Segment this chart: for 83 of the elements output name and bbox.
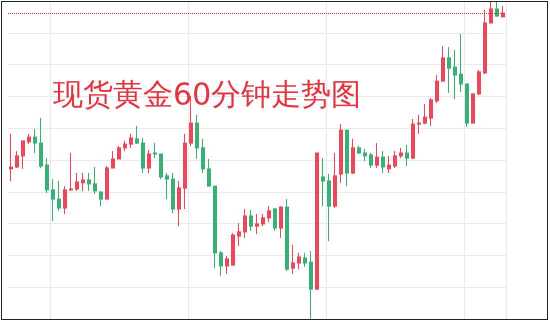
candlestick (249, 209, 253, 232)
candlestick (441, 46, 445, 82)
candlestick (315, 152, 319, 291)
candlestick (477, 70, 481, 96)
candlestick (171, 172, 175, 214)
candlestick (243, 208, 247, 238)
candlestick (483, 9, 487, 75)
candlestick (165, 172, 169, 200)
candlestick (21, 140, 25, 170)
candlestick (15, 150, 19, 168)
candlestick (339, 124, 343, 184)
candlestick (423, 104, 427, 125)
candlestick (45, 158, 49, 194)
candlestick (411, 118, 415, 160)
candlestick (459, 34, 463, 92)
candlestick (81, 172, 85, 192)
candlestick (429, 97, 433, 126)
candlestick (159, 153, 163, 180)
candlestick (465, 84, 469, 128)
candlestick (369, 152, 373, 168)
candlestick (309, 250, 313, 320)
candlestick (489, 0, 493, 24)
candlestick (213, 186, 217, 269)
candlestick (453, 49, 457, 100)
candlestick (57, 180, 61, 212)
candlestick (153, 142, 157, 159)
candlestick (219, 250, 223, 277)
candlestick (387, 155, 391, 174)
candlestick (375, 142, 379, 168)
candlestick (177, 180, 181, 227)
candlestick (333, 152, 337, 209)
candlestick (225, 256, 229, 274)
candlestick (267, 206, 271, 223)
candlestick (303, 252, 307, 268)
candlestick (291, 244, 295, 274)
candlestick (381, 150, 385, 174)
candlestick (9, 133, 13, 182)
candlestick (285, 198, 289, 272)
text: 现货黄金60分钟走势图 (53, 78, 362, 112)
candlestick (75, 172, 79, 192)
candlestick (471, 93, 475, 124)
candlestick (201, 138, 205, 174)
candlestick (207, 158, 211, 187)
candlestick (399, 147, 403, 159)
candlestick (63, 186, 67, 215)
candlestick (345, 130, 349, 187)
candlestick (33, 128, 37, 154)
candlestick (237, 222, 241, 246)
candlestick (363, 148, 367, 162)
candlestick (405, 144, 409, 167)
candlestick (279, 206, 283, 238)
candlestick (231, 232, 235, 266)
candlestick (99, 190, 103, 207)
candlestick (105, 166, 109, 200)
candlestick (357, 146, 361, 154)
candlestick (273, 208, 277, 232)
candlestick (93, 166, 97, 195)
candlestick (87, 172, 91, 192)
candlestick (141, 138, 145, 174)
candlestick (69, 152, 73, 192)
candlestick (327, 173, 331, 242)
candlestick (27, 133, 31, 145)
candlestick (255, 214, 259, 235)
candlestick (495, 0, 499, 18)
candlestick (111, 150, 115, 168)
candlestick (147, 150, 151, 174)
candlestick (135, 125, 139, 145)
candlestick (123, 140, 127, 152)
candlestick (351, 138, 355, 174)
candlestick (393, 150, 397, 168)
candlestick (261, 214, 265, 227)
candlestick (195, 114, 199, 160)
candlestick (129, 133, 133, 148)
candlestick (321, 158, 325, 207)
candlestick (447, 46, 451, 94)
candlestick (435, 74, 439, 104)
candlestick (183, 133, 187, 210)
candlestick (297, 252, 301, 270)
candlestick (51, 178, 55, 222)
candlestick (39, 118, 43, 168)
candlestick (117, 146, 121, 160)
candlestick (417, 114, 421, 134)
candlestick (501, 6, 505, 18)
